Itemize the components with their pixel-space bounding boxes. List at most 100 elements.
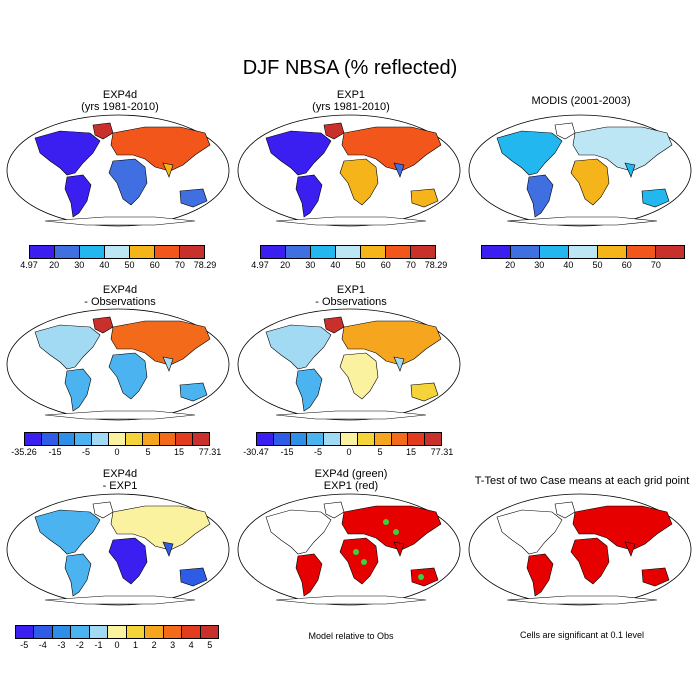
green-cell xyxy=(353,549,359,555)
map-exp4d xyxy=(6,114,230,227)
continent-india xyxy=(162,162,174,178)
green-cell xyxy=(361,559,367,565)
continent-africa xyxy=(570,537,610,585)
continent-india xyxy=(162,541,174,557)
continent-australia xyxy=(410,188,439,208)
tick-label: 5 xyxy=(377,447,383,457)
colorbar-swatch xyxy=(193,433,209,445)
colorbar-modis xyxy=(481,245,685,259)
continent-na xyxy=(34,130,101,176)
continent-africa xyxy=(339,537,379,585)
tick-label: -15 xyxy=(280,447,294,457)
colorbar-swatch xyxy=(108,626,127,638)
continent-sa xyxy=(295,174,323,218)
colorbar-swatch xyxy=(130,246,155,258)
tick-label: -4 xyxy=(38,640,47,650)
colorbar-swatch xyxy=(25,433,42,445)
colorbar-swatch xyxy=(425,433,441,445)
continent-na xyxy=(34,324,101,370)
colorbar-swatch xyxy=(109,433,126,445)
colorbar-swatch xyxy=(41,433,59,445)
continent-antarctica xyxy=(506,216,658,226)
continent-eurasia xyxy=(110,126,211,172)
colorbar-swatch xyxy=(307,433,325,445)
continent-eurasia xyxy=(341,505,442,551)
continent-sa xyxy=(295,553,323,597)
colorbar-swatch xyxy=(374,433,392,445)
continent-sa xyxy=(64,174,92,218)
colorbar-swatch xyxy=(311,246,336,258)
tick-label: 78.29 xyxy=(193,260,217,270)
tick-label: 5 xyxy=(207,640,213,650)
tick-label: 50 xyxy=(592,260,603,270)
tick-label: 70 xyxy=(650,260,661,270)
colorbar-swatch xyxy=(569,246,598,258)
continent-africa xyxy=(339,352,379,400)
tick-label: 60 xyxy=(621,260,632,270)
colorbar-swatch xyxy=(273,433,291,445)
continent-africa xyxy=(339,158,379,206)
tick-label: 60 xyxy=(149,260,160,270)
colorbar-swatch xyxy=(656,246,684,258)
tick-label: -2 xyxy=(75,640,84,650)
colorbar-swatch xyxy=(155,246,180,258)
continent-greenland xyxy=(323,316,345,334)
green-cell xyxy=(418,574,424,580)
continent-australia xyxy=(179,188,208,208)
colorbar-swatch xyxy=(30,246,55,258)
continent-antarctica xyxy=(275,410,427,420)
continent-australia xyxy=(179,382,208,402)
continent-greenland xyxy=(92,501,114,519)
tick-label: -35.26 xyxy=(11,447,37,457)
colorbar-swatch xyxy=(341,433,358,445)
colorbar-swatch xyxy=(89,626,109,638)
map-exp4d-exp1 xyxy=(6,493,230,606)
tick-label: -5 xyxy=(81,447,91,457)
colorbar-swatch xyxy=(511,246,540,258)
continent-na xyxy=(265,130,332,176)
tick-label: -1 xyxy=(94,640,103,650)
colorbar-swatch xyxy=(105,246,130,258)
tick-label: 78.29 xyxy=(424,260,448,270)
tick-label: 2 xyxy=(151,640,157,650)
continent-eurasia xyxy=(572,126,673,172)
colorbar-swatch xyxy=(142,433,160,445)
tick-label: 30 xyxy=(534,260,545,270)
continent-greenland xyxy=(92,122,114,140)
colorbar-swatch xyxy=(126,626,146,638)
tick-label: 15 xyxy=(173,447,185,457)
continent-antarctica xyxy=(44,410,196,420)
colorbar-swatch xyxy=(336,246,361,258)
tick-label: 1 xyxy=(133,640,139,650)
panel-title-modis: MODIS (2001-2003) xyxy=(531,95,631,107)
continent-greenland xyxy=(323,501,345,519)
tick-label: 20 xyxy=(49,260,60,270)
continent-india xyxy=(624,541,636,557)
continent-greenland xyxy=(92,316,114,334)
colorbar-swatch xyxy=(627,246,656,258)
continent-greenland xyxy=(554,122,576,140)
colorbar-swatch xyxy=(361,246,386,258)
colorbar-swatch xyxy=(482,246,511,258)
continent-africa xyxy=(108,352,148,400)
colorbar-swatch xyxy=(16,626,35,638)
continent-india xyxy=(393,541,405,557)
tick-label: -30.47 xyxy=(243,447,269,457)
continent-australia xyxy=(179,567,208,587)
colorbar-swatch xyxy=(200,626,218,638)
continent-sa xyxy=(64,553,92,597)
tick-label: 70 xyxy=(405,260,416,270)
continent-eurasia xyxy=(341,126,442,172)
colorbar-swatch xyxy=(324,433,342,445)
tick-label: 30 xyxy=(305,260,316,270)
continent-africa xyxy=(108,537,148,585)
colorbar-swatch xyxy=(58,433,76,445)
tick-label: 40 xyxy=(563,260,574,270)
colorbar-swatch xyxy=(257,433,274,445)
tick-label: 70 xyxy=(174,260,185,270)
continent-na xyxy=(34,509,101,555)
continent-antarctica xyxy=(44,216,196,226)
continent-india xyxy=(393,162,405,178)
green-cell xyxy=(383,519,389,525)
tick-label: 77.31 xyxy=(430,447,454,457)
